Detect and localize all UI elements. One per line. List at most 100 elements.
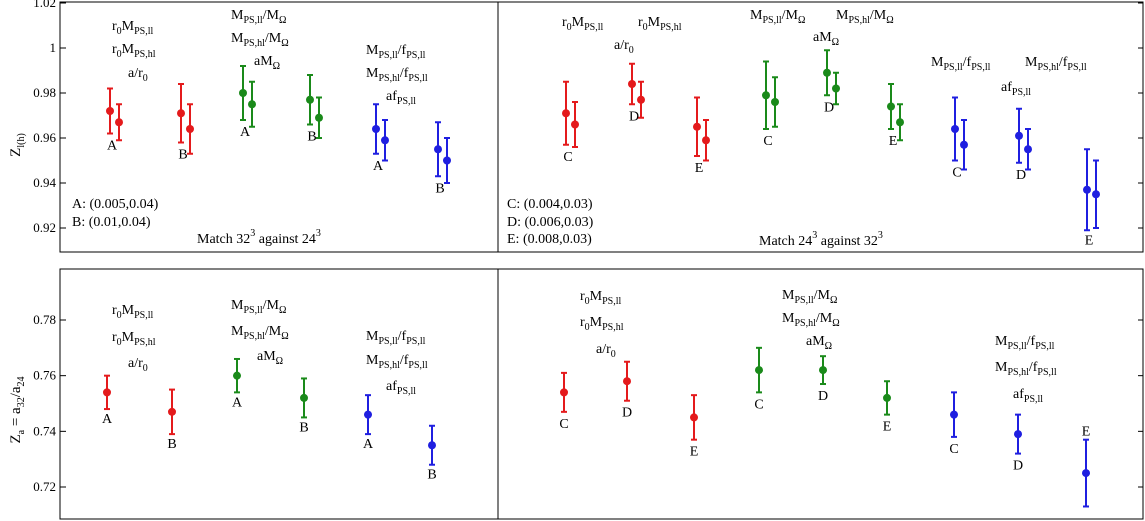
ann-tr-afll: afPS,ll bbox=[1001, 80, 1031, 98]
title-tl-part2: against 24 bbox=[255, 232, 316, 247]
ann-tr-aomega: aMΩ bbox=[813, 30, 839, 48]
data-point bbox=[443, 156, 451, 165]
data-point-group: A bbox=[102, 374, 113, 427]
point-label: B bbox=[307, 130, 316, 145]
ann-br-mll-omega: MPS,ll/MΩ bbox=[782, 288, 837, 306]
ann-br-aomega: aMΩ bbox=[806, 334, 832, 352]
data-point-group: A bbox=[239, 65, 256, 140]
point-label: E bbox=[883, 420, 892, 435]
data-point-group: C bbox=[754, 346, 764, 412]
data-point bbox=[823, 68, 831, 77]
panel-top-right-frame bbox=[497, 1, 1144, 253]
title-tr-sup1: 3 bbox=[812, 230, 817, 241]
ann-tr-r0mhl: r0MPS,hl bbox=[638, 15, 682, 33]
data-point-group: D bbox=[628, 62, 645, 124]
title-tl-sup1: 3 bbox=[250, 228, 255, 239]
ann-tl-mhl-fll: MPS,hl/fPS,ll bbox=[366, 66, 428, 84]
data-point bbox=[690, 413, 698, 422]
data-point-group: B bbox=[299, 377, 309, 435]
ann-br-afll: afPS,ll bbox=[1013, 387, 1043, 405]
ann-tr-r0mll: r0MPS,ll bbox=[562, 15, 604, 33]
data-point-group: D bbox=[823, 49, 840, 115]
ann-tl-r0mhl: r0MPS,hl bbox=[112, 42, 156, 60]
y-label-bottom-sub-a: a bbox=[16, 429, 27, 434]
ann-tl-r0mll: r0MPS,ll bbox=[112, 19, 154, 37]
panel-title-top-right: Match 243 against 323 bbox=[759, 230, 883, 249]
data-point bbox=[693, 122, 701, 131]
title-tr-part1: Match 24 bbox=[759, 234, 812, 249]
point-label: D bbox=[824, 100, 834, 115]
data-point-group: C bbox=[762, 60, 779, 149]
data-point bbox=[637, 95, 645, 104]
data-point bbox=[762, 91, 770, 100]
ann-br-ar0: a/r0 bbox=[596, 342, 616, 360]
data-point-group: B bbox=[434, 121, 451, 196]
ann-br-r0mhl: r0MPS,hl bbox=[580, 315, 624, 333]
data-point bbox=[562, 109, 570, 118]
axes-layer: 0.92 0.94 0.96 0.98 1 1.02 0.72 0.74 0.76 0.78 bbox=[33, 0, 1143, 494]
ann-br-mll-fll: MPS,ll/fPS,ll bbox=[995, 334, 1055, 352]
ann-tl-afll: afPS,ll bbox=[386, 89, 416, 107]
data-point-group: D bbox=[818, 355, 828, 404]
data-point-group: A bbox=[106, 87, 123, 154]
ann-bl-r0mll: r0MPS,ll bbox=[112, 303, 154, 321]
data-point-group: E bbox=[693, 96, 710, 176]
legend-c: C: (0.004,0.03) bbox=[507, 197, 593, 212]
y-label-bottom-mid: = a bbox=[8, 407, 24, 430]
ann-bl-mhl-fll: MPS,hl/fPS,ll bbox=[366, 353, 428, 371]
data-point-group: A bbox=[232, 357, 243, 410]
data-point bbox=[1083, 185, 1091, 194]
title-tl-part1: Match 32 bbox=[197, 232, 250, 247]
point-label: C bbox=[949, 442, 958, 457]
data-point bbox=[315, 113, 323, 122]
legend-e: E: (0.008,0.03) bbox=[507, 232, 592, 247]
data-point bbox=[960, 140, 968, 149]
data-point bbox=[1015, 131, 1023, 140]
ann-tl-mll-fll: MPS,ll/fPS,ll bbox=[366, 43, 426, 61]
ann-br-r0mll: r0MPS,ll bbox=[580, 289, 622, 307]
y-axis-label-bottom: Za = a32/a24 bbox=[8, 376, 27, 443]
data-point-group: B bbox=[306, 74, 323, 145]
marks-layer: A B A B A B C D E C D E C D E A B A B A B C D E C D E C D E bbox=[102, 49, 1100, 508]
data-point-group: E bbox=[690, 394, 698, 460]
point-label: B bbox=[299, 420, 308, 435]
data-point bbox=[1024, 145, 1032, 154]
y-label-top-sub: l(h) bbox=[16, 133, 27, 147]
point-label: D bbox=[1013, 459, 1023, 474]
data-point bbox=[233, 371, 241, 380]
point-label: A bbox=[102, 412, 113, 427]
legend-b: B: (0.01,0.04) bbox=[72, 215, 151, 230]
data-point-group: E bbox=[883, 380, 892, 435]
point-label: A bbox=[373, 159, 384, 174]
y-tick-label: 1.02 bbox=[33, 0, 56, 10]
data-point-group: E bbox=[887, 83, 904, 149]
ann-tr-mll-omega: MPS,ll/MΩ bbox=[750, 8, 805, 26]
data-point bbox=[755, 366, 763, 375]
point-label: D bbox=[622, 406, 632, 421]
panel-title-top-left: Match 323 against 243 bbox=[197, 228, 321, 247]
title-tl-sup2: 3 bbox=[316, 228, 321, 239]
data-point bbox=[951, 125, 959, 133]
ann-br-mhl-omega: MPS,hl/MΩ bbox=[782, 311, 840, 329]
ann-tr-mll-fll: MPS,ll/fPS,ll bbox=[931, 55, 991, 73]
ann-tl-mll-omega: MPS,ll/MΩ bbox=[231, 8, 286, 26]
data-point-group: E bbox=[1083, 148, 1100, 248]
data-point bbox=[186, 125, 194, 133]
point-label: C bbox=[754, 397, 763, 412]
point-label: B bbox=[435, 181, 444, 196]
y-tick-label: 0.74 bbox=[33, 423, 56, 438]
point-label: A bbox=[240, 125, 251, 140]
y-tick-label: 0.96 bbox=[33, 130, 56, 145]
point-label: E bbox=[1082, 425, 1091, 440]
data-point-group: A bbox=[363, 394, 374, 452]
ann-tl-ar0: a/r0 bbox=[128, 66, 148, 84]
data-point bbox=[883, 393, 891, 402]
data-point-group: E bbox=[1082, 425, 1091, 508]
data-point bbox=[623, 377, 631, 386]
data-point-group: D bbox=[1013, 413, 1023, 474]
data-point bbox=[428, 441, 436, 450]
point-label: C bbox=[563, 150, 572, 165]
y-label-bottom-sub-24: 24 bbox=[16, 376, 27, 386]
point-label: C bbox=[559, 417, 568, 432]
y-tick-label: 0.94 bbox=[33, 175, 56, 190]
